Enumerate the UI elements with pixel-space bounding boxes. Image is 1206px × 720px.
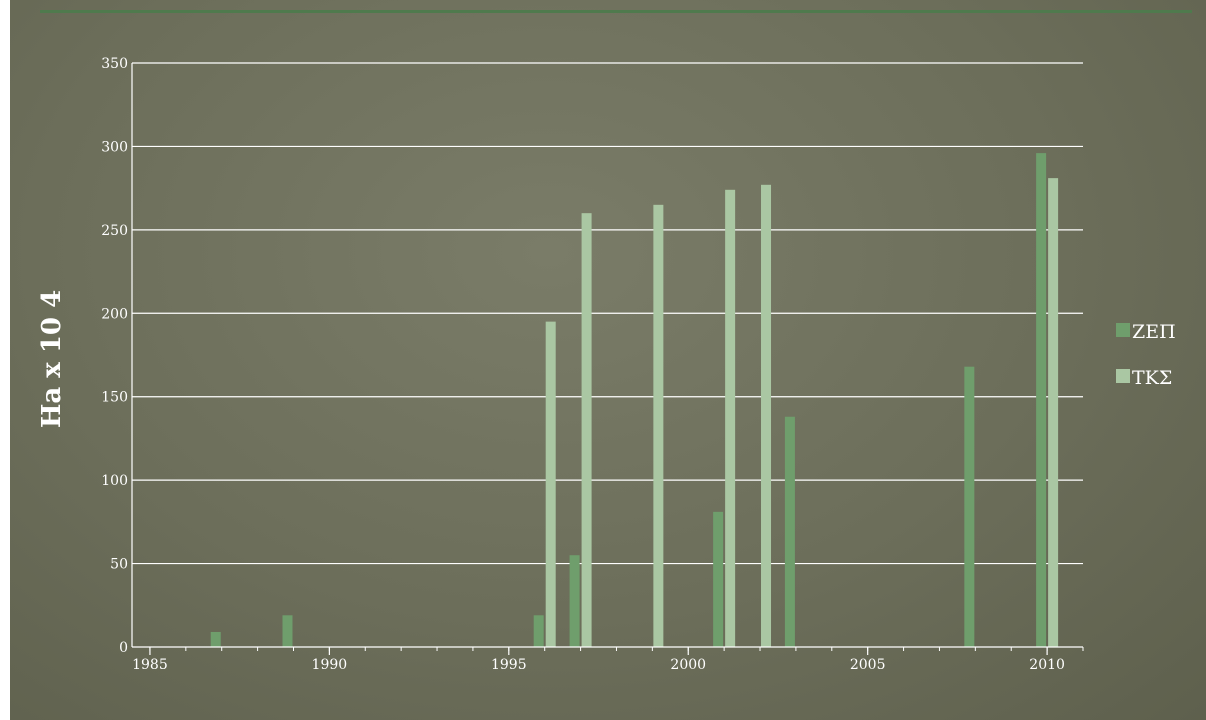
y-axis-label: Ha x 10 4 (37, 290, 67, 428)
legend-label-tks: ΤΚΣ (1132, 367, 1172, 389)
bar-tks-1999 (653, 204, 664, 648)
gridlines (132, 62, 1083, 565)
y-tick-label-350: 350 (101, 56, 128, 72)
x-tick-label-1990: 1990 (312, 657, 348, 673)
y-tick-label-0: 0 (119, 640, 128, 656)
bar-tks-2010 (1048, 178, 1059, 648)
bar-zep-1997 (569, 555, 580, 647)
bars (210, 153, 1059, 648)
y-tick-label-150: 150 (101, 390, 128, 406)
y-tick-label-100: 100 (101, 473, 128, 489)
y-tick-label-50: 50 (110, 557, 128, 573)
legend-swatch-tks (1116, 369, 1130, 383)
bar-zep-2003 (784, 416, 795, 647)
y-tick-label-300: 300 (101, 139, 128, 155)
bar-zep-1996 (533, 615, 544, 647)
bar-tks-2001 (725, 189, 736, 647)
x-tick-label-2005: 2005 (850, 657, 886, 673)
y-tick-label-250: 250 (101, 223, 128, 239)
y-tick-label-200: 200 (101, 306, 128, 322)
bar-tks-2002 (761, 184, 772, 647)
bar-tks-1996 (545, 321, 556, 647)
bar-tks-1997 (581, 213, 592, 647)
bar-zep-1989 (282, 615, 293, 647)
legend: ΖΕΠ ΤΚΣ (1116, 321, 1176, 389)
x-tick-label-1985: 1985 (132, 657, 168, 673)
x-tick-label-2000: 2000 (670, 657, 706, 673)
legend-label-zep: ΖΕΠ (1132, 321, 1176, 343)
bar-zep-2001 (713, 511, 724, 647)
bar-chart: 0 50 100 150 200 250 300 350 1985 1990 1995 2000 200… (37, 56, 1176, 673)
bar-zep-1987 (210, 631, 221, 647)
top-rule (40, 10, 1192, 13)
slide-background: 0 50 100 150 200 250 300 350 1985 1990 1995 2000 200… (10, 0, 1206, 720)
bar-zep-2008 (964, 366, 975, 647)
x-tick-label-2010: 2010 (1029, 657, 1065, 673)
legend-swatch-zep (1116, 323, 1130, 337)
bar-zep-2010 (1036, 153, 1047, 648)
axes: 0 50 100 150 200 250 300 350 1985 1990 1995 2000 200… (101, 56, 1084, 673)
x-tick-label-1995: 1995 (491, 657, 527, 673)
